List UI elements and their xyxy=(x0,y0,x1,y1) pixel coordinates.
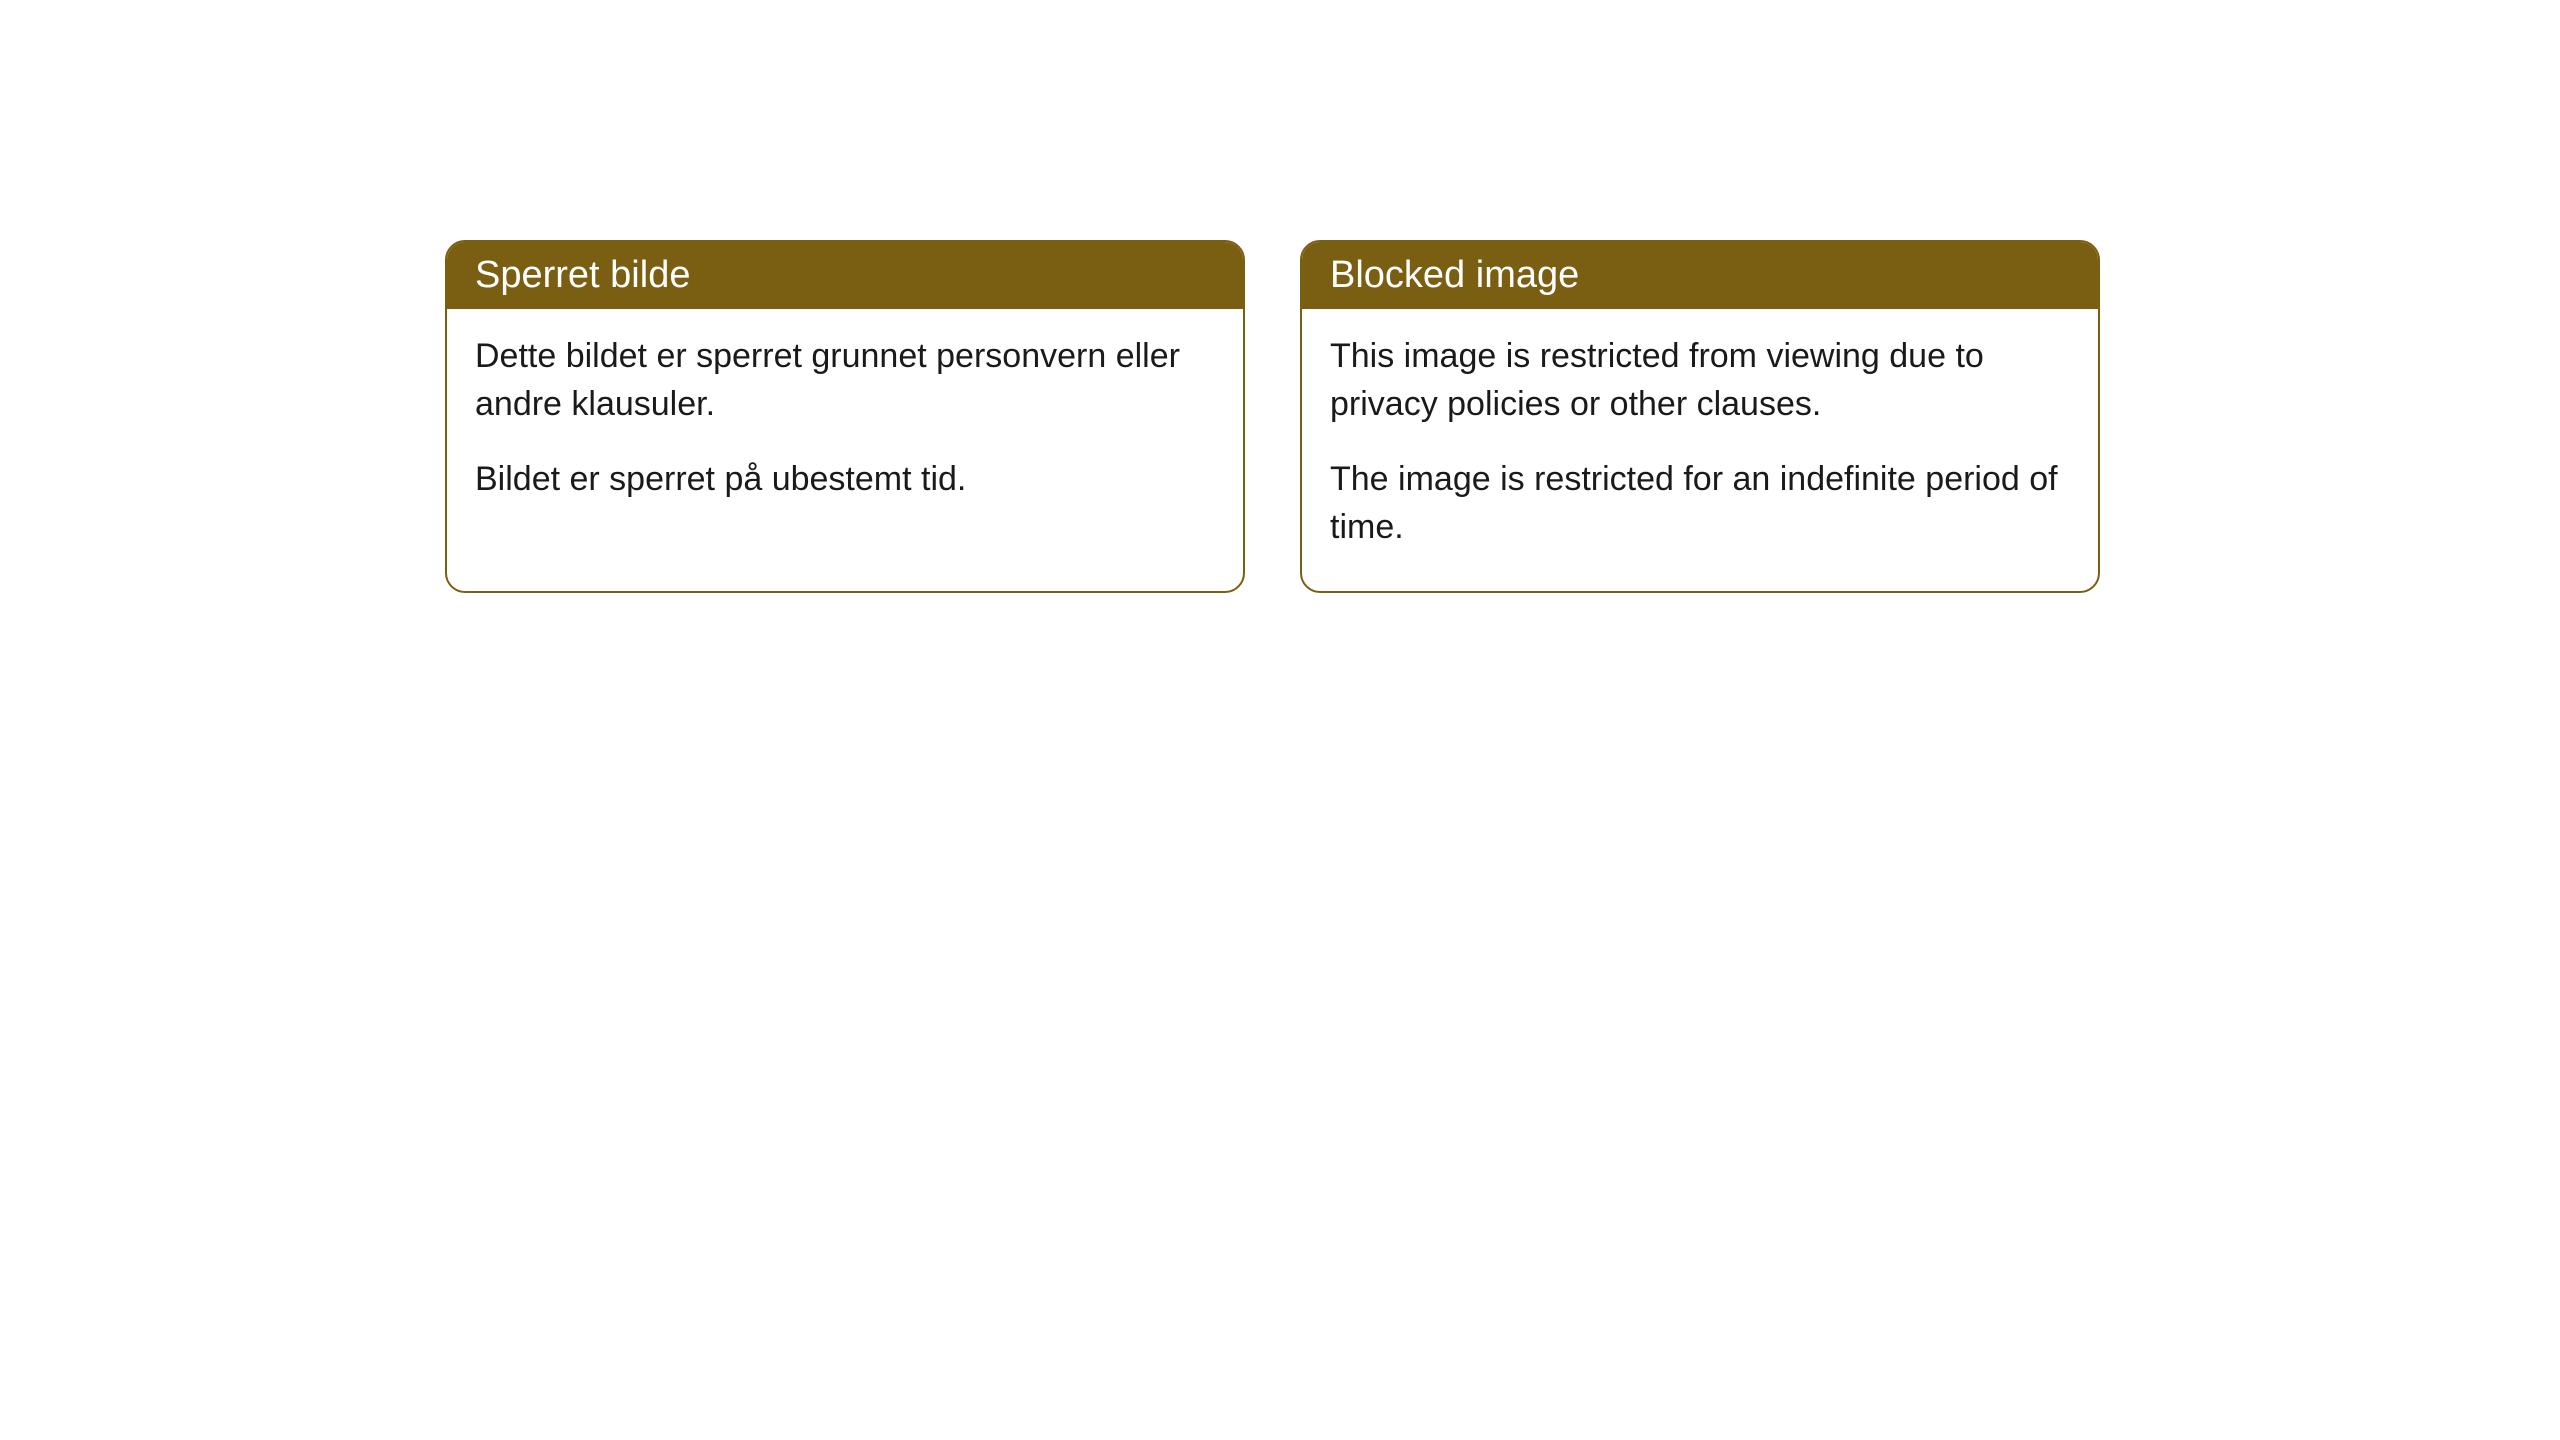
cards-container: Sperret bilde Dette bildet er sperret gr… xyxy=(445,240,2560,593)
card-text-english-1: This image is restricted from viewing du… xyxy=(1330,333,2070,428)
card-body-norwegian: Dette bildet er sperret grunnet personve… xyxy=(447,309,1243,544)
card-text-norwegian-1: Dette bildet er sperret grunnet personve… xyxy=(475,333,1215,428)
card-text-norwegian-2: Bildet er sperret på ubestemt tid. xyxy=(475,456,1215,504)
card-text-english-2: The image is restricted for an indefinit… xyxy=(1330,456,2070,551)
card-norwegian: Sperret bilde Dette bildet er sperret gr… xyxy=(445,240,1245,593)
card-english: Blocked image This image is restricted f… xyxy=(1300,240,2100,593)
card-header-norwegian: Sperret bilde xyxy=(447,242,1243,309)
card-header-english: Blocked image xyxy=(1302,242,2098,309)
card-body-english: This image is restricted from viewing du… xyxy=(1302,309,2098,591)
